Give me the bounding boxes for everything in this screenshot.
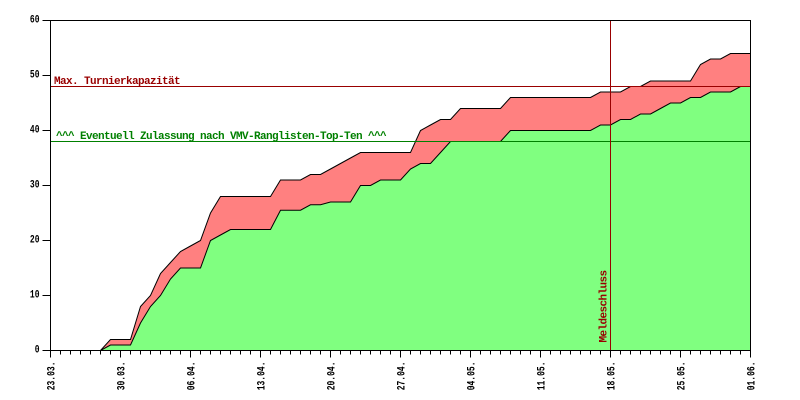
svg-text:23.03.: 23.03. [45,362,58,391]
svg-text:Meldeschluss: Meldeschluss [599,270,611,342]
svg-text:27.04.: 27.04. [395,362,408,391]
svg-text:20.04.: 20.04. [325,362,338,391]
svg-text:18.05.: 18.05. [605,362,618,391]
svg-text:30: 30 [30,178,40,191]
svg-text:60: 60 [30,13,40,26]
svg-text:30.03.: 30.03. [115,362,128,391]
svg-text:06.04.: 06.04. [185,362,198,391]
svg-text:50: 50 [30,68,40,81]
svg-text:Max. Turnierkapazität: Max. Turnierkapazität [54,76,180,88]
svg-text:11.05.: 11.05. [535,362,548,391]
svg-text:13.04.: 13.04. [255,362,268,391]
svg-text:40: 40 [30,123,40,136]
svg-text:20: 20 [30,233,40,246]
svg-text:04.05.: 04.05. [465,362,478,391]
svg-text:10: 10 [30,288,40,301]
svg-text:25.05.: 25.05. [675,362,688,391]
svg-text:^^^ Eventuell Zulassung nach V: ^^^ Eventuell Zulassung nach VMV-Ranglis… [56,131,387,143]
svg-text:01.06.: 01.06. [745,362,758,391]
svg-text:0: 0 [35,343,40,356]
